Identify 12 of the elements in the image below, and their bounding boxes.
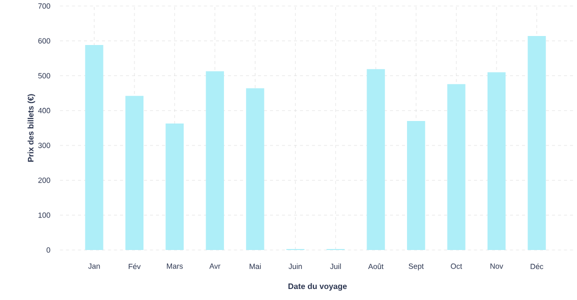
bar <box>528 36 546 250</box>
bar <box>125 96 144 250</box>
bar <box>447 84 466 250</box>
bar <box>488 72 506 250</box>
bar <box>246 88 264 250</box>
bar <box>166 123 184 250</box>
y-axis-title: Prix des billets (€) <box>28 94 36 162</box>
x-axis-title: Date du voyage <box>288 283 347 291</box>
bar <box>85 45 104 250</box>
bar <box>407 121 426 250</box>
bar <box>206 71 224 250</box>
bar <box>366 69 385 250</box>
